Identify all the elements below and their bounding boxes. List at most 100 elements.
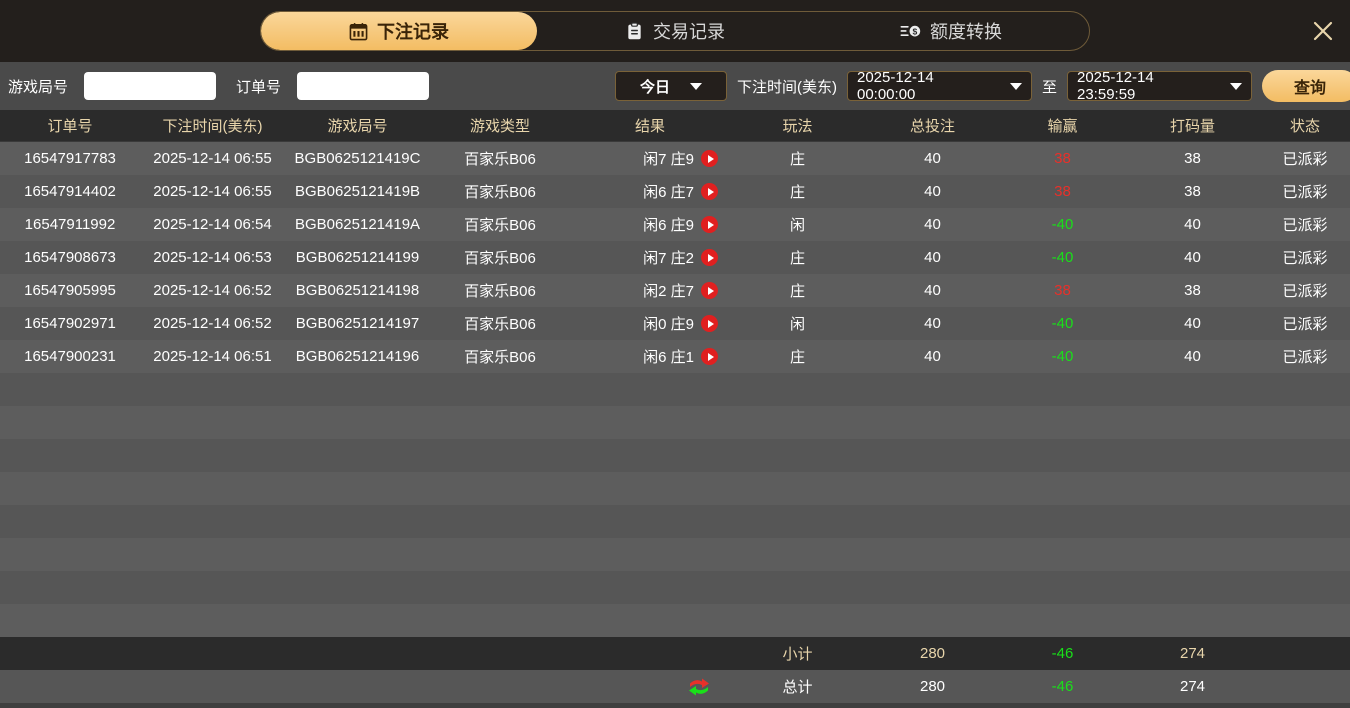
cell-play: 庄	[789, 349, 805, 366]
cell-valid-bet: 40	[1184, 249, 1201, 266]
cell-play: 庄	[789, 283, 805, 300]
table-empty-row	[0, 505, 1350, 538]
cell-status: 已派彩	[1282, 184, 1328, 201]
swap-arrows-icon[interactable]	[570, 675, 730, 699]
cell-round-no: BGB06251214196	[295, 348, 420, 365]
grand-total-win-loss: -46	[1051, 678, 1074, 695]
grand-total-label: 总计	[782, 679, 813, 696]
cell-play: 闲	[789, 316, 805, 333]
table-row[interactable]: 16547914402 2025-12-14 06:55 BGB0625121419…	[0, 175, 1350, 208]
cell-order-no: 16547917783	[24, 150, 116, 167]
cell-game-type: 百家乐B06	[464, 151, 536, 168]
cell-bet-time: 2025-12-14 06:55	[153, 150, 272, 167]
cell-result: 闲0 庄9	[643, 316, 694, 333]
play-replay-icon[interactable]	[701, 315, 718, 332]
cell-status: 已派彩	[1282, 217, 1328, 234]
table-header-row: 订单号 下注时间(美东) 游戏局号 游戏类型 结果 玩法 总投注 输赢 打码量 …	[0, 110, 1350, 142]
chevron-down-icon	[1230, 82, 1242, 90]
tab-label: 额度转换	[930, 22, 1002, 42]
column-header-round-no: 游戏局号	[327, 118, 388, 135]
table-empty-row	[0, 571, 1350, 604]
cell-total-bet: 40	[924, 249, 941, 266]
chevron-down-icon	[1009, 82, 1022, 90]
query-button[interactable]: 查询	[1262, 70, 1350, 102]
tab-betting-records[interactable]: 下注记录	[261, 12, 537, 50]
table-row[interactable]: 16547917783 2025-12-14 06:55 BGB0625121419…	[0, 142, 1350, 175]
chevron-down-icon	[689, 82, 702, 90]
play-replay-icon[interactable]	[701, 348, 718, 365]
round-number-label: 游戏局号	[8, 78, 69, 96]
order-number-input[interactable]	[297, 72, 430, 100]
date-to-picker[interactable]: 2025-12-14 23:59:59	[1067, 69, 1252, 103]
play-replay-icon[interactable]	[701, 249, 718, 266]
cell-bet-time: 2025-12-14 06:51	[153, 348, 272, 365]
table-row[interactable]: 16547902971 2025-12-14 06:52 BGB0625121419…	[0, 307, 1350, 340]
cell-play: 庄	[789, 250, 805, 267]
cell-status: 已派彩	[1282, 283, 1328, 300]
play-replay-icon[interactable]	[701, 282, 718, 299]
cell-result: 闲7 庄9	[643, 151, 694, 168]
cell-win-loss: 38	[1054, 282, 1071, 299]
cell-round-no: BGB0625121419A	[294, 216, 421, 233]
date-range-separator: 至	[1041, 78, 1057, 96]
cell-win-loss: -40	[1051, 249, 1074, 266]
tab-transaction-records[interactable]: 交易记录	[537, 12, 813, 50]
cell-result: 闲7 庄2	[643, 250, 694, 267]
svg-text:$: $	[912, 26, 917, 36]
play-replay-icon[interactable]	[701, 183, 718, 200]
money-transfer-icon: $	[900, 22, 921, 41]
top-bar: 下注记录 交易记录 $	[0, 0, 1350, 62]
cell-game-type: 百家乐B06	[464, 316, 536, 333]
cell-order-no: 16547900231	[24, 348, 116, 365]
cell-valid-bet: 40	[1184, 348, 1201, 365]
period-dropdown[interactable]: 今日	[614, 71, 727, 101]
subtotal-win-loss: -46	[1051, 645, 1074, 662]
subtotal-valid-bet: 274	[1179, 645, 1206, 662]
subtotal-label: 小计	[782, 646, 813, 663]
table-row[interactable]: 16547905995 2025-12-14 06:52 BGB0625121419…	[0, 274, 1350, 307]
grand-total-total-bet: 280	[919, 678, 946, 695]
play-replay-icon[interactable]	[701, 150, 718, 167]
cell-status: 已派彩	[1282, 250, 1328, 267]
cell-round-no: BGB06251214199	[295, 249, 420, 266]
play-replay-icon[interactable]	[701, 216, 718, 233]
cell-win-loss: 38	[1054, 183, 1071, 200]
cell-game-type: 百家乐B06	[464, 217, 536, 234]
cell-bet-time: 2025-12-14 06:55	[153, 183, 272, 200]
cell-valid-bet: 40	[1184, 315, 1201, 332]
column-header-bet-time: 下注时间(美东)	[162, 118, 263, 135]
cell-total-bet: 40	[924, 150, 941, 167]
column-header-play: 玩法	[782, 118, 813, 135]
cell-play: 庄	[789, 151, 805, 168]
tab-credit-transfer[interactable]: $ 额度转换	[813, 12, 1089, 50]
tab-strip: 下注记录 交易记录 $	[260, 11, 1090, 51]
table-row[interactable]: 16547908673 2025-12-14 06:53 BGB0625121419…	[0, 241, 1350, 274]
cell-win-loss: -40	[1051, 348, 1074, 365]
table-empty-row	[0, 373, 1350, 406]
table-empty-row	[0, 406, 1350, 439]
cell-result: 闲2 庄7	[643, 283, 694, 300]
subtotal-total-bet: 280	[919, 645, 946, 662]
cell-bet-time: 2025-12-14 06:52	[153, 315, 272, 332]
date-to-value: 2025-12-14 23:59:59	[1077, 69, 1154, 103]
table-body: 16547917783 2025-12-14 06:55 BGB0625121419…	[0, 142, 1350, 637]
cell-play: 闲	[789, 217, 805, 234]
records-table: 订单号 下注时间(美东) 游戏局号 游戏类型 结果 玩法 总投注 输赢 打码量 …	[0, 110, 1350, 703]
round-number-input[interactable]	[84, 72, 217, 100]
cell-valid-bet: 40	[1184, 216, 1201, 233]
column-header-win-loss: 输赢	[1047, 118, 1078, 135]
cell-total-bet: 40	[924, 282, 941, 299]
cell-win-loss: -40	[1051, 216, 1074, 233]
date-from-picker[interactable]: 2025-12-14 00:00:00	[846, 69, 1032, 103]
close-icon[interactable]	[1306, 14, 1340, 48]
table-empty-row	[0, 604, 1350, 637]
tab-label: 下注记录	[377, 22, 449, 42]
clipboard-icon	[625, 21, 644, 41]
cell-order-no: 16547905995	[24, 282, 116, 299]
cell-play: 庄	[789, 184, 805, 201]
table-row[interactable]: 16547900231 2025-12-14 06:51 BGB0625121419…	[0, 340, 1350, 373]
grand-total-row: 总计 280 -46 274	[0, 670, 1350, 703]
period-value: 今日	[639, 78, 670, 96]
table-row[interactable]: 16547911992 2025-12-14 06:54 BGB0625121419…	[0, 208, 1350, 241]
cell-total-bet: 40	[924, 216, 941, 233]
